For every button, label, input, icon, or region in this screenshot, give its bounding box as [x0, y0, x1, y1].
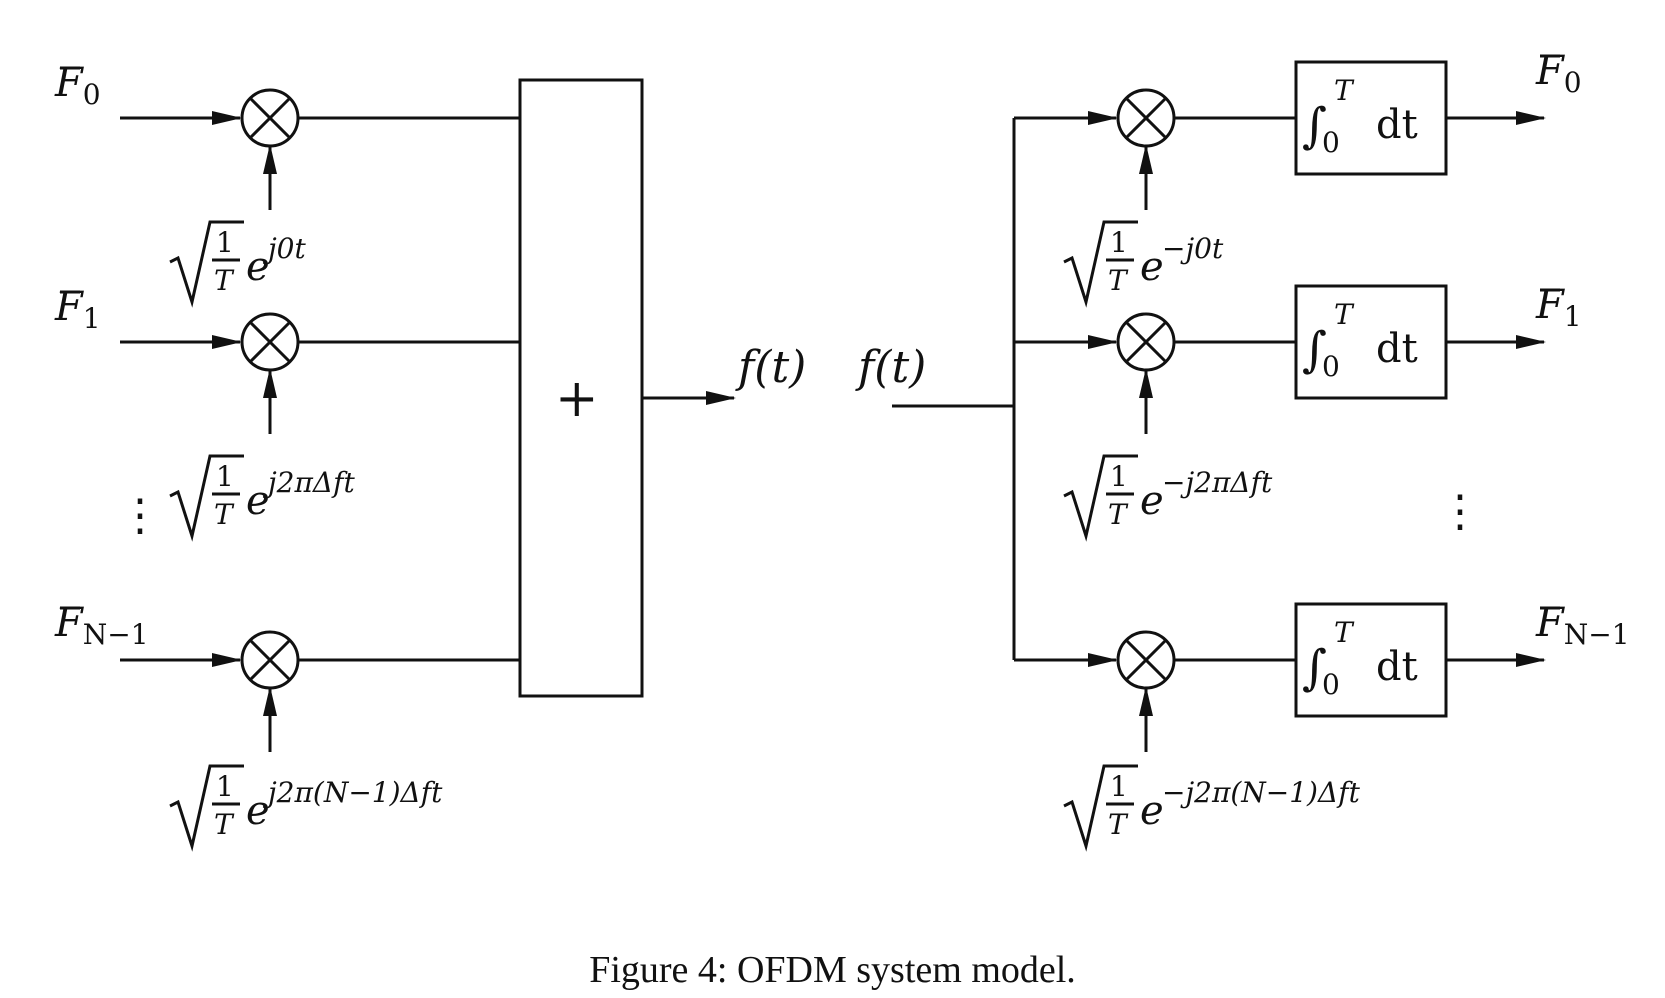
- integral-dt: dt: [1376, 102, 1418, 148]
- integral-lower: 0: [1322, 668, 1340, 701]
- rx-branch-n-minus-1: ∫ T 0 dt FN−1 1 T e −j2π(N−1)Δft: [1014, 600, 1630, 846]
- exp-power: −j2πΔft: [1162, 466, 1273, 499]
- integral-lower: 0: [1322, 350, 1340, 383]
- exp-power: −j2π(N−1)Δft: [1162, 776, 1361, 809]
- rx-branch-1: ∫ T 0 dt F1 1 T e −j2πΔft: [1014, 282, 1582, 536]
- tx-multiplier-2: [242, 632, 298, 688]
- rx-integrator-2: ∫ T 0 dt: [1296, 604, 1446, 716]
- fraction-denominator: T: [1108, 264, 1129, 297]
- fraction-numerator: 1: [1110, 226, 1128, 259]
- fraction-numerator: 1: [216, 226, 234, 259]
- exp-power: −j0t: [1162, 232, 1224, 265]
- summation-symbol: +: [555, 369, 599, 429]
- fraction-numerator: 1: [216, 770, 234, 803]
- rx-multiplier-2: [1118, 632, 1174, 688]
- exp-power: j2π(N−1)Δft: [262, 776, 443, 809]
- exp-power: j0t: [262, 232, 306, 265]
- fraction-denominator: T: [1108, 808, 1129, 841]
- rx-carrier-label-1: 1 T e −j2πΔft: [1064, 456, 1273, 536]
- exp-base: e: [1140, 478, 1164, 524]
- rx-branch-0: ∫ T 0 dt F0 1 T e −j0t: [1014, 48, 1582, 302]
- receiver: f(t) ∫ T 0 dt F0 1: [855, 48, 1630, 846]
- tx-multiplier-1: [242, 314, 298, 370]
- figure-caption: Figure 4: OFDM system model.: [0, 948, 1665, 992]
- exp-base: e: [1140, 788, 1164, 834]
- rx-carrier-label-0: 1 T e −j0t: [1064, 222, 1224, 302]
- integral-upper: T: [1334, 616, 1355, 649]
- integral-dt: dt: [1376, 644, 1418, 690]
- fraction-denominator: T: [1108, 498, 1129, 531]
- rx-multiplier-1: [1118, 314, 1174, 370]
- rx-carrier-label-2: 1 T e −j2π(N−1)Δft: [1064, 766, 1361, 846]
- integral-upper: T: [1334, 74, 1355, 107]
- fraction-numerator: 1: [1110, 460, 1128, 493]
- fraction-numerator: 1: [1110, 770, 1128, 803]
- exp-base: e: [1140, 244, 1164, 290]
- rx-integrator-0: ∫ T 0 dt: [1296, 62, 1446, 174]
- integral-upper: T: [1334, 298, 1355, 331]
- tx-output-label: f(t): [735, 342, 806, 393]
- tx-branch-n-minus-1: FN−1 1 T e j2π(N−1)Δft: [54, 600, 520, 846]
- integral-lower: 0: [1322, 126, 1340, 159]
- exp-power: j2πΔft: [262, 466, 355, 499]
- rx-input-label: f(t): [855, 342, 926, 393]
- integral-dt: dt: [1376, 326, 1418, 372]
- tx-ellipsis: ⋮: [118, 490, 162, 541]
- tx-carrier-label-1: 1 T e j2πΔft: [170, 456, 355, 536]
- exp-base: e: [246, 788, 270, 834]
- fraction-denominator: T: [214, 498, 235, 531]
- tx-carrier-label-2: 1 T e j2π(N−1)Δft: [170, 766, 443, 846]
- fraction-denominator: T: [214, 808, 235, 841]
- fraction-numerator: 1: [216, 460, 234, 493]
- rx-multiplier-0: [1118, 90, 1174, 146]
- exp-base: e: [246, 478, 270, 524]
- transmitter: F0 1 T e j0t F1: [54, 60, 806, 846]
- exp-base: e: [246, 244, 270, 290]
- tx-branch-0: F0 1 T e j0t: [54, 60, 520, 302]
- rx-integrator-1: ∫ T 0 dt: [1296, 286, 1446, 398]
- rx-ellipsis: ⋮: [1438, 486, 1482, 537]
- tx-multiplier-0: [242, 90, 298, 146]
- fraction-denominator: T: [214, 264, 235, 297]
- tx-carrier-label-0: 1 T e j0t: [170, 222, 306, 302]
